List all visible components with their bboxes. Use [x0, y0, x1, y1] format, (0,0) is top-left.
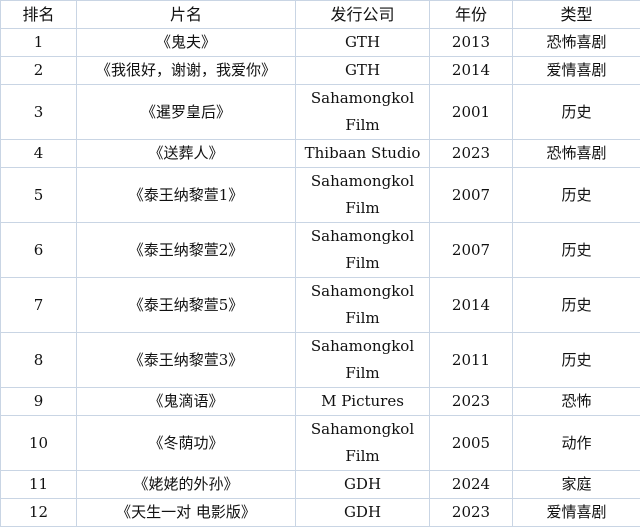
title-cell: 《送葬人》 — [77, 140, 296, 168]
year-cell: 2024 — [430, 471, 513, 499]
rank-cell: 6 — [1, 223, 77, 278]
rank-cell: 7 — [1, 278, 77, 333]
title-cell: 《泰王纳黎萱2》 — [77, 223, 296, 278]
company-cell: GDH — [296, 471, 430, 499]
company-line: Film — [298, 360, 427, 387]
company-cell: M Pictures — [296, 388, 430, 416]
genre-cell: 历史 — [513, 223, 640, 278]
year-cell: 2001 — [430, 85, 513, 140]
year-cell: 2014 — [430, 57, 513, 85]
company-line: M Pictures — [298, 388, 427, 415]
year-cell: 2023 — [430, 388, 513, 416]
year-cell: 2007 — [430, 168, 513, 223]
genre-cell: 历史 — [513, 85, 640, 140]
company-line: Sahamongkol — [298, 168, 427, 195]
company-line: GDH — [298, 471, 427, 498]
genre-cell: 历史 — [513, 168, 640, 223]
company-line: Thibaan Studio — [298, 140, 427, 167]
header-year: 年份 — [430, 1, 513, 29]
rank-cell: 11 — [1, 471, 77, 499]
rank-cell: 5 — [1, 168, 77, 223]
rank-cell: 4 — [1, 140, 77, 168]
company-line: GTH — [298, 57, 427, 84]
header-company: 发行公司 — [296, 1, 430, 29]
genre-cell: 爱情喜剧 — [513, 57, 640, 85]
company-cell: GTH — [296, 29, 430, 57]
header-rank: 排名 — [1, 1, 77, 29]
year-cell: 2011 — [430, 333, 513, 388]
year-cell: 2013 — [430, 29, 513, 57]
company-line: GTH — [298, 29, 427, 56]
rank-cell: 3 — [1, 85, 77, 140]
rank-cell: 10 — [1, 416, 77, 471]
company-line: Film — [298, 250, 427, 277]
genre-cell: 恐怖喜剧 — [513, 140, 640, 168]
genre-cell: 恐怖喜剧 — [513, 29, 640, 57]
genre-cell: 恐怖 — [513, 388, 640, 416]
company-line: Film — [298, 112, 427, 139]
company-line: Film — [298, 195, 427, 222]
company-cell: GTH — [296, 57, 430, 85]
rank-cell: 9 — [1, 388, 77, 416]
title-cell: 《泰王纳黎萱5》 — [77, 278, 296, 333]
title-cell: 《姥姥的外孙》 — [77, 471, 296, 499]
title-cell: 《鬼夫》 — [77, 29, 296, 57]
rank-cell: 8 — [1, 333, 77, 388]
year-cell: 2007 — [430, 223, 513, 278]
header-title: 片名 — [77, 1, 296, 29]
title-cell: 《泰王纳黎萱3》 — [77, 333, 296, 388]
genre-cell: 家庭 — [513, 471, 640, 499]
title-cell: 《暹罗皇后》 — [77, 85, 296, 140]
title-cell: 《冬荫功》 — [77, 416, 296, 471]
rank-cell: 2 — [1, 57, 77, 85]
title-cell: 《我很好，谢谢，我爱你》 — [77, 57, 296, 85]
company-line: Sahamongkol — [298, 278, 427, 305]
company-line: Sahamongkol — [298, 223, 427, 250]
genre-cell: 历史 — [513, 333, 640, 388]
company-line: Sahamongkol — [298, 416, 427, 443]
header-genre: 类型 — [513, 1, 640, 29]
rank-cell: 1 — [1, 29, 77, 57]
company-cell: Thibaan Studio — [296, 140, 430, 168]
company-line: Sahamongkol — [298, 85, 427, 112]
year-cell: 2014 — [430, 278, 513, 333]
year-cell: 2023 — [430, 140, 513, 168]
genre-cell: 动作 — [513, 416, 640, 471]
header-row: 排名 片名 发行公司 年份 类型 — [1, 1, 640, 29]
title-cell: 《泰王纳黎萱1》 — [77, 168, 296, 223]
company-line: Film — [298, 443, 427, 470]
title-cell: 《鬼滴语》 — [77, 388, 296, 416]
year-cell: 2005 — [430, 416, 513, 471]
company-line: Film — [298, 305, 427, 332]
genre-cell: 历史 — [513, 278, 640, 333]
company-line: Sahamongkol — [298, 333, 427, 360]
